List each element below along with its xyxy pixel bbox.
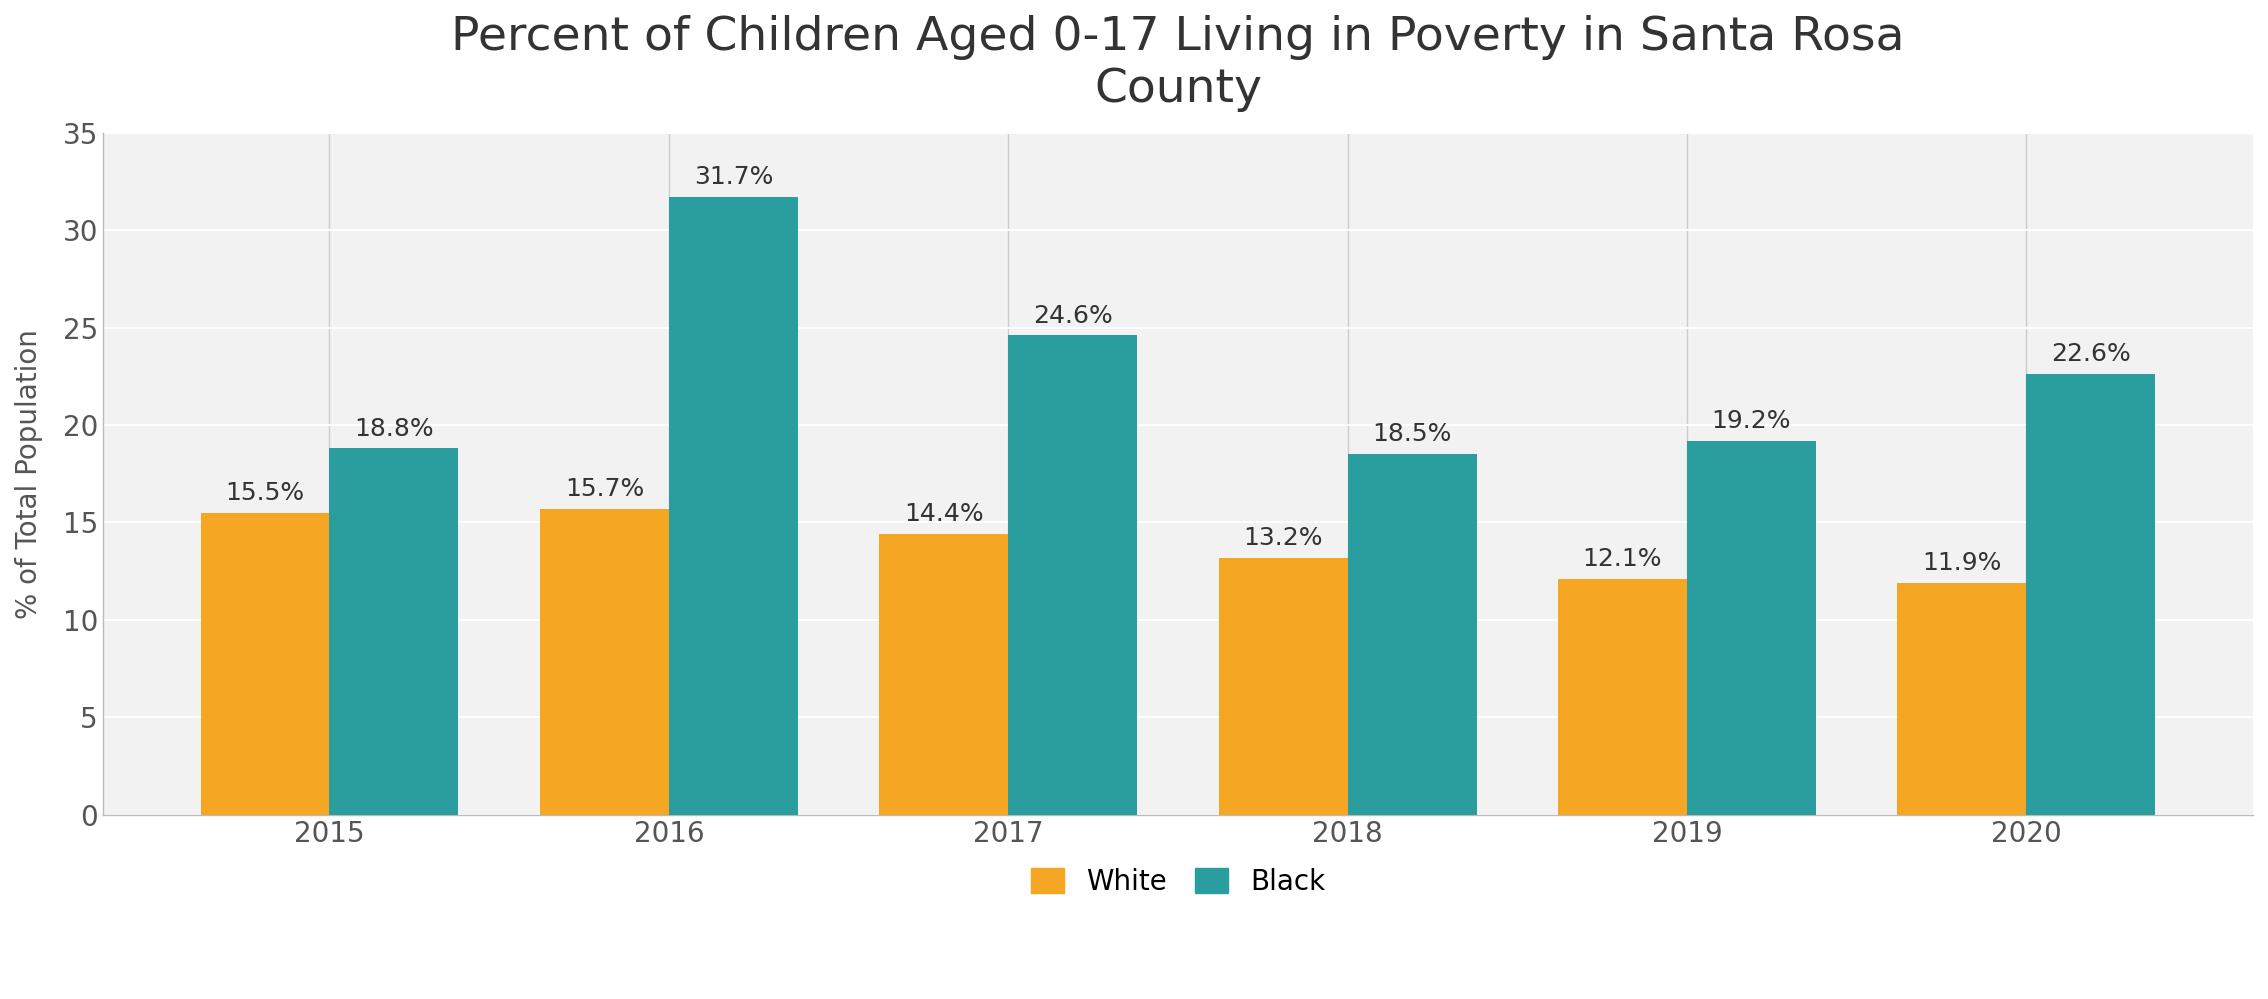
Text: 15.5%: 15.5% xyxy=(225,481,304,504)
Text: 14.4%: 14.4% xyxy=(905,502,984,526)
Bar xyxy=(1687,441,1817,815)
Text: 18.8%: 18.8% xyxy=(354,417,433,441)
Bar xyxy=(540,508,669,815)
Bar xyxy=(1558,579,1687,815)
Text: 19.2%: 19.2% xyxy=(1712,409,1792,433)
Bar xyxy=(1898,582,2025,815)
Text: 24.6%: 24.6% xyxy=(1032,304,1114,328)
Text: 13.2%: 13.2% xyxy=(1243,525,1322,549)
Bar xyxy=(1009,336,1136,815)
Bar xyxy=(880,534,1009,815)
Bar xyxy=(669,197,798,815)
Bar xyxy=(1218,557,1347,815)
Text: 15.7%: 15.7% xyxy=(565,477,644,501)
Legend: White, Black: White, Black xyxy=(1016,854,1338,910)
Bar xyxy=(329,449,458,815)
Text: 18.5%: 18.5% xyxy=(1372,423,1452,447)
Text: 31.7%: 31.7% xyxy=(694,165,773,189)
Text: 11.9%: 11.9% xyxy=(1923,551,2003,575)
Bar xyxy=(200,512,329,815)
Bar xyxy=(1347,455,1476,815)
Y-axis label: % of Total Population: % of Total Population xyxy=(16,329,43,618)
Text: 12.1%: 12.1% xyxy=(1583,547,1662,571)
Text: 22.6%: 22.6% xyxy=(2050,343,2130,367)
Bar xyxy=(2025,375,2155,815)
Title: Percent of Children Aged 0-17 Living in Poverty in Santa Rosa
County: Percent of Children Aged 0-17 Living in … xyxy=(451,15,1905,112)
